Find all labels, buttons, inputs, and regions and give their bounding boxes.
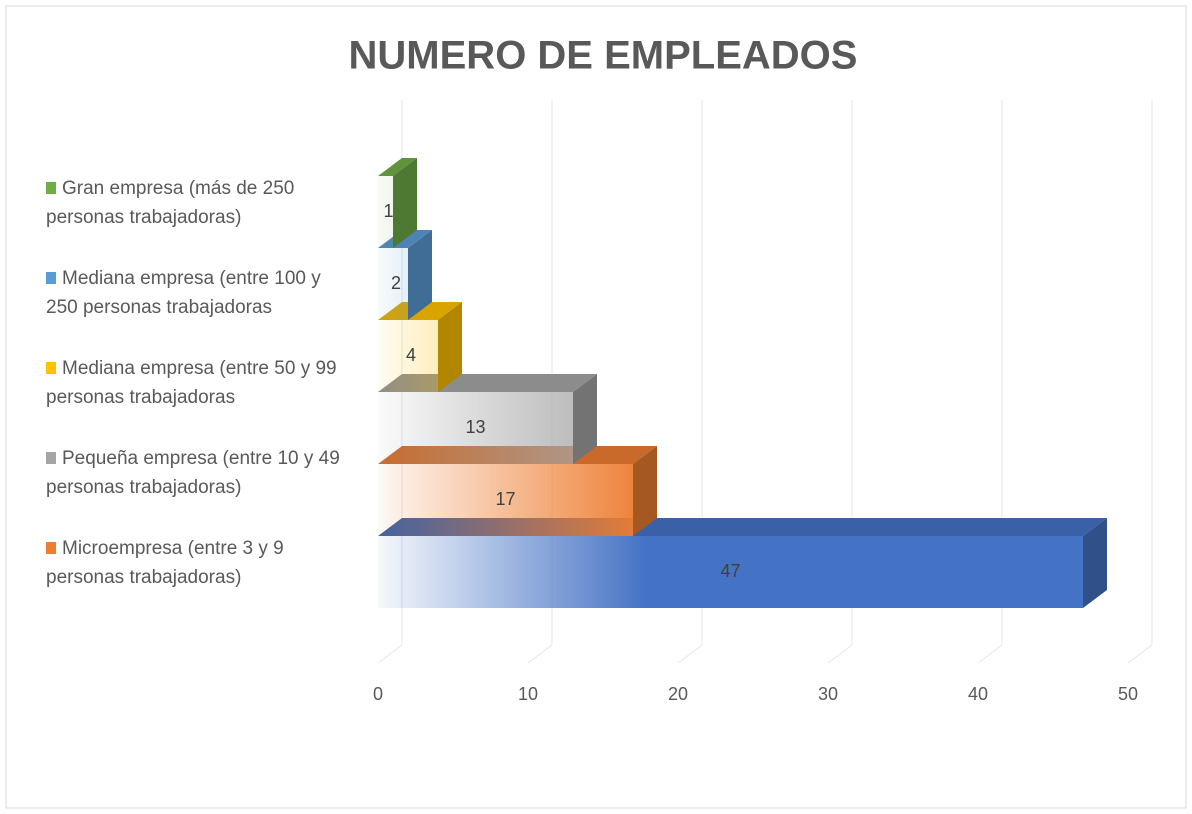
legend-entry: Gran empresa (más de 250 personas trabaj… [46,174,346,232]
data-label: 4 [406,345,416,365]
grid-floor [677,644,703,664]
x-tick-label: 30 [818,684,838,704]
x-tick-label: 50 [1118,684,1138,704]
data-label: 2 [391,273,401,293]
bar [378,464,633,536]
bar [378,248,408,320]
legend-label: Mediana empresa (entre 50 y 99 personas … [46,358,337,408]
bar-side [393,158,417,248]
data-label: 47 [720,561,740,581]
legend-swatch [46,542,56,554]
legend-entry: Microempresa (entre 3 y 9 personas traba… [46,534,346,592]
bar-top [378,158,417,176]
legend-entry: Mediana empresa (entre 100 y 250 persona… [46,264,346,322]
legend-swatch [46,272,56,284]
bar-side [1083,518,1107,608]
grid-floor [527,644,553,664]
legend-label: Pequeña empresa (entre 10 y 49 personas … [46,448,340,498]
data-label: 1 [383,201,393,221]
bar-side [633,446,657,536]
legend-swatch [46,362,56,374]
bar-side [408,230,432,320]
legend-swatch [46,452,56,464]
x-tick-label: 40 [968,684,988,704]
bar-side [438,302,462,392]
x-tick-label: 0 [373,684,383,704]
legend-entry: Mediana empresa (entre 50 y 99 personas … [46,354,346,412]
legend-label: Mediana empresa (entre 100 y 250 persona… [46,268,321,318]
bar [378,536,1083,608]
legend-label: Gran empresa (más de 250 personas trabaj… [46,178,295,228]
grid-floor [377,644,403,664]
grid-floor [1127,644,1153,664]
legend-swatch [46,182,56,194]
data-label: 17 [495,489,515,509]
bar-side [573,374,597,464]
bar [378,176,393,248]
bar [378,320,438,392]
legend-label: Microempresa (entre 3 y 9 personas traba… [46,538,284,588]
grid-floor [977,644,1003,664]
grid-floor [827,644,853,664]
bar [378,392,573,464]
x-tick-label: 20 [668,684,688,704]
data-label: 13 [465,417,485,437]
legend-entry: Pequeña empresa (entre 10 y 49 personas … [46,444,346,502]
x-tick-label: 10 [518,684,538,704]
chart-title: NUMERO DE EMPLEADOS [349,34,858,78]
